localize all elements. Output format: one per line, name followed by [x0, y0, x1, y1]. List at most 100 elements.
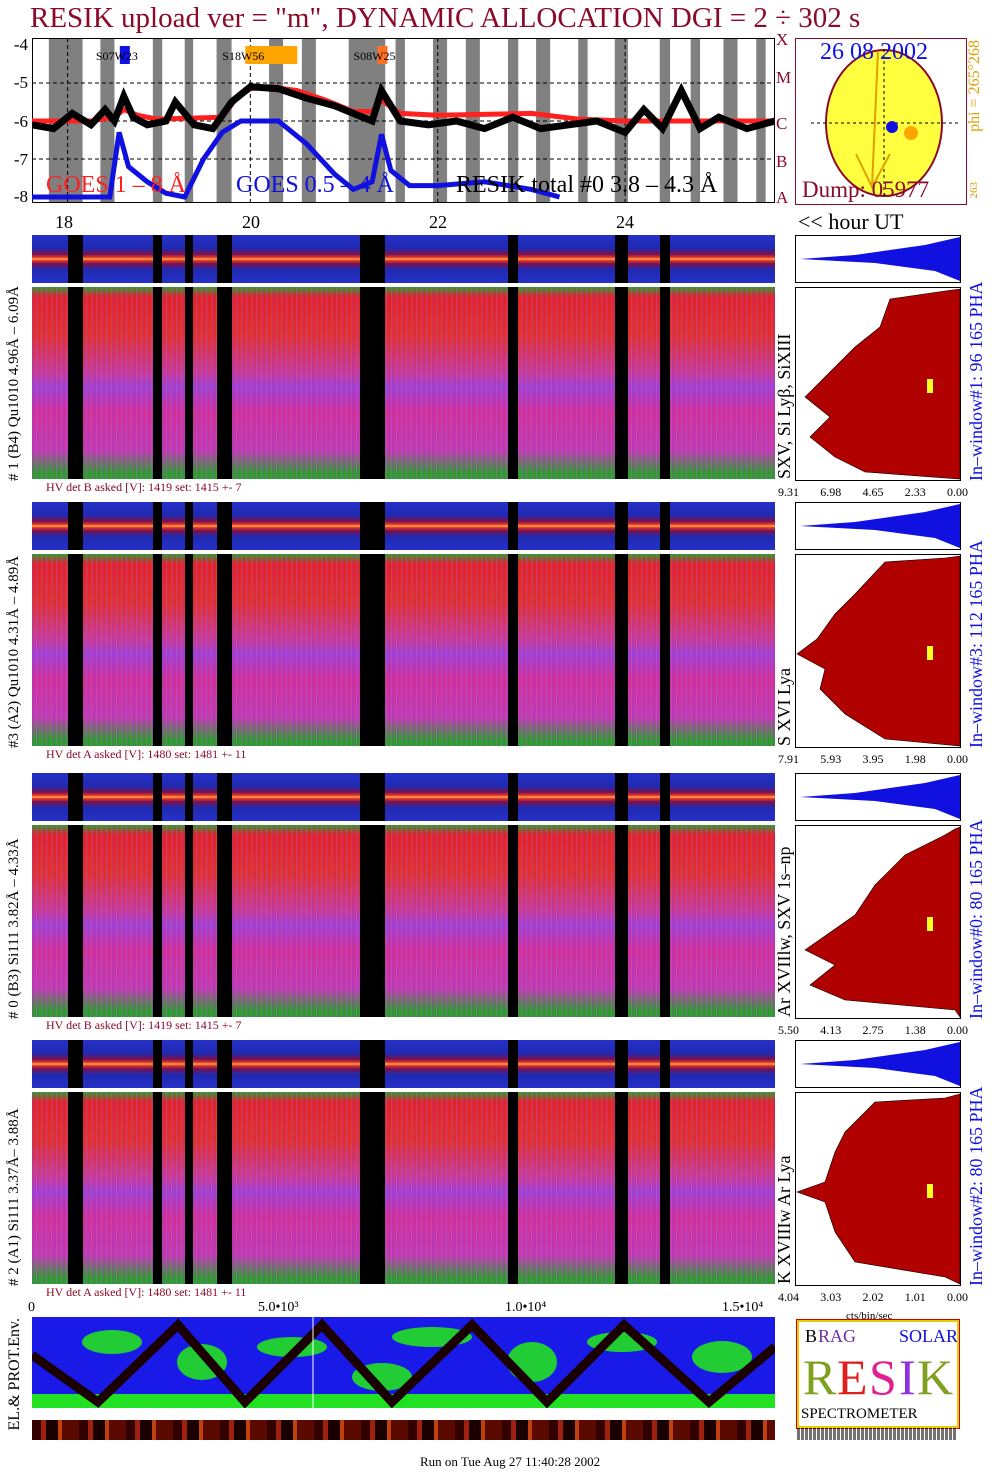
data-gap	[67, 554, 83, 746]
data-gap	[216, 235, 232, 283]
hv-status: HV det B asked [V]: 1419 set: 1415 +- 7	[46, 1018, 242, 1032]
data-gap	[359, 1092, 386, 1284]
line-profile-histogram	[795, 287, 961, 481]
channel-spectrogram	[32, 287, 775, 479]
x-tick: 22	[429, 212, 447, 232]
histogram-tick: 1.38	[904, 1023, 926, 1037]
data-gap	[507, 1040, 519, 1088]
channel-label: # 2 (A1) Si111 3.37Å– 3.88Å	[6, 1108, 22, 1286]
logo-fine-print	[797, 1428, 957, 1440]
channel-strip	[32, 1040, 775, 1088]
data-gap	[507, 502, 519, 550]
histogram-tick: 9.31	[778, 485, 799, 499]
svg-text:S: S	[869, 1349, 897, 1405]
histogram-tick: 7.91	[778, 752, 799, 766]
data-gap	[184, 287, 194, 479]
arrow-icon	[855, 50, 891, 190]
sun-disk-panel: 26 08 2002 Dump: 05977	[795, 38, 967, 205]
data-gap	[659, 825, 671, 1017]
channel-label: #3 (A2) Qu1010 4.31Å – 4.89Å	[6, 555, 22, 748]
x-tick: 18	[55, 212, 73, 232]
env-label: EL.& PROT.Env.	[6, 1318, 23, 1431]
data-gap	[507, 287, 519, 479]
data-gap	[67, 1040, 83, 1088]
data-gap	[614, 825, 628, 1017]
class-b: B	[776, 152, 788, 171]
cts-label: cts/bin/sec	[846, 1310, 893, 1322]
plot-title: RESIK upload ver = "m", DYNAMIC ALLOCATI…	[30, 2, 861, 34]
histogram-tick: 4.04	[778, 1290, 799, 1304]
histogram-tick: 1.01	[904, 1290, 926, 1304]
svg-text:RAG: RAG	[818, 1326, 856, 1346]
data-gap	[659, 235, 671, 283]
bottom-tick: 5.0•10³	[258, 1300, 299, 1315]
channel-label: # 0 (B3) Si111 3.82Å – 4.33Å	[6, 838, 22, 1019]
spectral-lines-label: K XVIIIw Ar Lya	[774, 1155, 794, 1284]
legend-goes-short: GOES 0.5 – 4 Å	[236, 172, 395, 198]
y-tick: -8	[13, 187, 28, 206]
channel-label: # 1 (B4) Qu1010 4.96Å – 6.09Å	[6, 286, 22, 481]
svg-text:I: I	[899, 1349, 916, 1405]
svg-text:SOLAR: SOLAR	[899, 1326, 957, 1346]
data-gap	[67, 287, 83, 479]
in-window-count: In–window#0: 80 165 PHA	[966, 819, 986, 1019]
legend-resik: RESIK total #0 3.8 – 4.3 Å	[456, 172, 718, 198]
pha-histogram	[795, 235, 961, 283]
data-gap	[614, 773, 628, 821]
data-gap	[659, 502, 671, 550]
data-gap	[152, 502, 163, 550]
region-label: S07W23	[96, 49, 138, 63]
spectral-lines-label: SXV, Si Lyβ, SiXIII	[774, 333, 794, 479]
data-gap	[507, 235, 519, 283]
data-gap	[659, 1040, 671, 1088]
data-gap	[359, 287, 386, 479]
data-gap	[67, 502, 83, 550]
data-gap	[507, 554, 519, 746]
pha-histogram	[795, 502, 961, 550]
data-gap	[216, 502, 232, 550]
line-profile-histogram	[795, 825, 961, 1019]
bottom-tick: 1.5•10⁴	[722, 1300, 764, 1315]
data-gap	[659, 773, 671, 821]
orbit-track	[32, 1318, 775, 1408]
class-a: A	[776, 188, 789, 207]
phi-label: phi = 265°268	[966, 40, 983, 132]
histogram-ticks: 5.50 4.13 2.75 1.38 0.00	[778, 1023, 968, 1038]
data-gap	[216, 825, 232, 1017]
region-label: S08W25	[353, 49, 395, 63]
line-profile-histogram	[795, 1092, 961, 1286]
region-marker	[377, 46, 388, 64]
histogram-tick: 4.13	[820, 1023, 842, 1037]
data-gap	[216, 287, 232, 479]
resik-logo: B RAG SOLAR R E S I K SPECTROMETER	[796, 1319, 960, 1429]
light-curve-plot: S07W23 S18W56 S08W25	[32, 38, 775, 203]
series-line-2	[32, 82, 775, 137]
pha-histogram	[795, 1040, 961, 1088]
in-window-count: In–window#2: 80 165 PHA	[966, 1086, 986, 1286]
data-gap	[67, 235, 83, 283]
eclipse-band	[465, 38, 480, 203]
y-tick: -6	[13, 112, 28, 131]
class-c: C	[776, 114, 788, 133]
date: 26 08 2002	[820, 39, 928, 65]
y-tick: -5	[13, 73, 28, 92]
data-gap	[614, 1040, 628, 1088]
data-gap	[659, 287, 671, 479]
particle-env-map	[32, 1317, 775, 1408]
histogram-tick: 5.50	[778, 1023, 799, 1037]
channel-spectrogram	[32, 825, 775, 1017]
data-gap	[216, 1040, 232, 1088]
data-gap	[184, 825, 194, 1017]
data-gap	[614, 287, 628, 479]
data-gap	[152, 1092, 163, 1284]
y-tick: -4	[13, 35, 28, 54]
data-gap	[184, 235, 194, 283]
histogram-tick: 0.00	[947, 752, 968, 766]
histogram-tick: 0.00	[947, 485, 968, 499]
sun-disk	[811, 49, 961, 199]
intensity-strip	[32, 1420, 775, 1440]
data-gap	[184, 554, 194, 746]
hv-status: HV det B asked [V]: 1419 set: 1415 +- 7	[46, 480, 242, 494]
data-gap	[507, 825, 519, 1017]
